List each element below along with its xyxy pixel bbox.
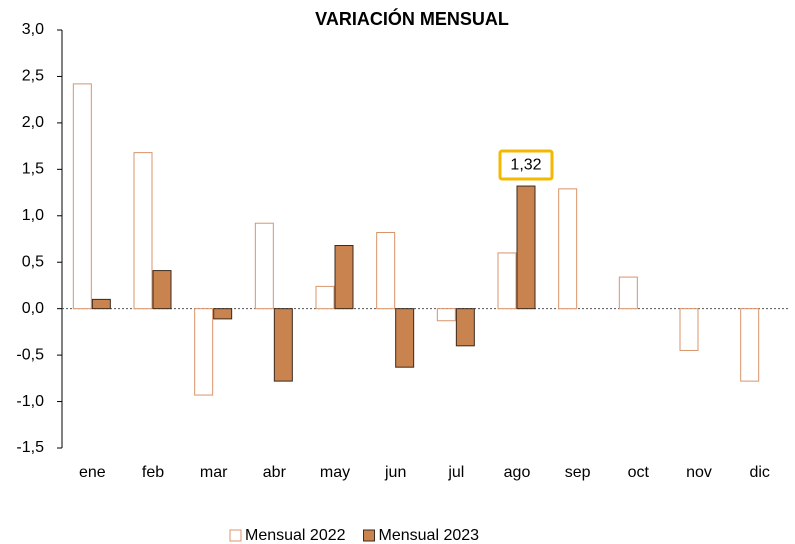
bar bbox=[72, 83, 92, 310]
y-tick-label: 1,0 bbox=[22, 207, 44, 224]
chart-title: VARIACIÓN MENSUAL bbox=[315, 8, 509, 29]
x-tick-label: feb bbox=[142, 464, 164, 481]
bar bbox=[516, 185, 536, 310]
bar bbox=[395, 308, 415, 368]
x-tick-label: oct bbox=[628, 464, 650, 481]
bar bbox=[254, 222, 274, 310]
x-tick-label: sep bbox=[565, 464, 591, 481]
y-tick-label: 0,5 bbox=[22, 253, 44, 270]
legend-swatch bbox=[229, 529, 242, 542]
bar bbox=[213, 308, 233, 320]
x-tick-label: abr bbox=[263, 464, 287, 481]
y-tick-label: 1,5 bbox=[22, 161, 44, 178]
bar bbox=[91, 298, 111, 310]
legend-label: Mensual 2023 bbox=[379, 527, 480, 544]
data-label: 1,32 bbox=[510, 156, 541, 173]
bar bbox=[376, 231, 396, 310]
x-tick-label: ago bbox=[504, 464, 531, 481]
y-tick-label: 2,5 bbox=[22, 68, 44, 85]
x-tick-label: may bbox=[320, 464, 350, 481]
x-tick-label: jun bbox=[384, 464, 406, 481]
x-tick-label: dic bbox=[749, 464, 769, 481]
x-tick-label: mar bbox=[200, 464, 228, 481]
legend-label: Mensual 2022 bbox=[245, 527, 346, 544]
bar bbox=[679, 308, 699, 351]
y-tick-label: -1,5 bbox=[16, 439, 44, 456]
x-tick-label: jul bbox=[447, 464, 464, 481]
bar bbox=[436, 308, 456, 322]
bar bbox=[315, 285, 335, 310]
legend-swatch bbox=[363, 529, 376, 542]
label-box bbox=[498, 149, 554, 181]
bar bbox=[740, 308, 760, 382]
bar bbox=[194, 308, 214, 396]
x-tick-label: ene bbox=[79, 464, 106, 481]
x-tick-label: nov bbox=[686, 464, 712, 481]
y-tick-label: -1,0 bbox=[16, 393, 44, 410]
bar bbox=[618, 276, 638, 310]
y-tick-label: 2,0 bbox=[22, 114, 44, 131]
y-tick-label: 3,0 bbox=[22, 21, 44, 38]
y-tick-label: 0,0 bbox=[22, 300, 44, 317]
y-tick-label: -0,5 bbox=[16, 346, 44, 363]
bar bbox=[455, 308, 475, 347]
bar bbox=[558, 188, 578, 310]
bar bbox=[152, 270, 172, 310]
bar bbox=[273, 308, 293, 382]
bar bbox=[133, 152, 153, 310]
bar bbox=[497, 252, 517, 310]
bar bbox=[334, 245, 354, 310]
